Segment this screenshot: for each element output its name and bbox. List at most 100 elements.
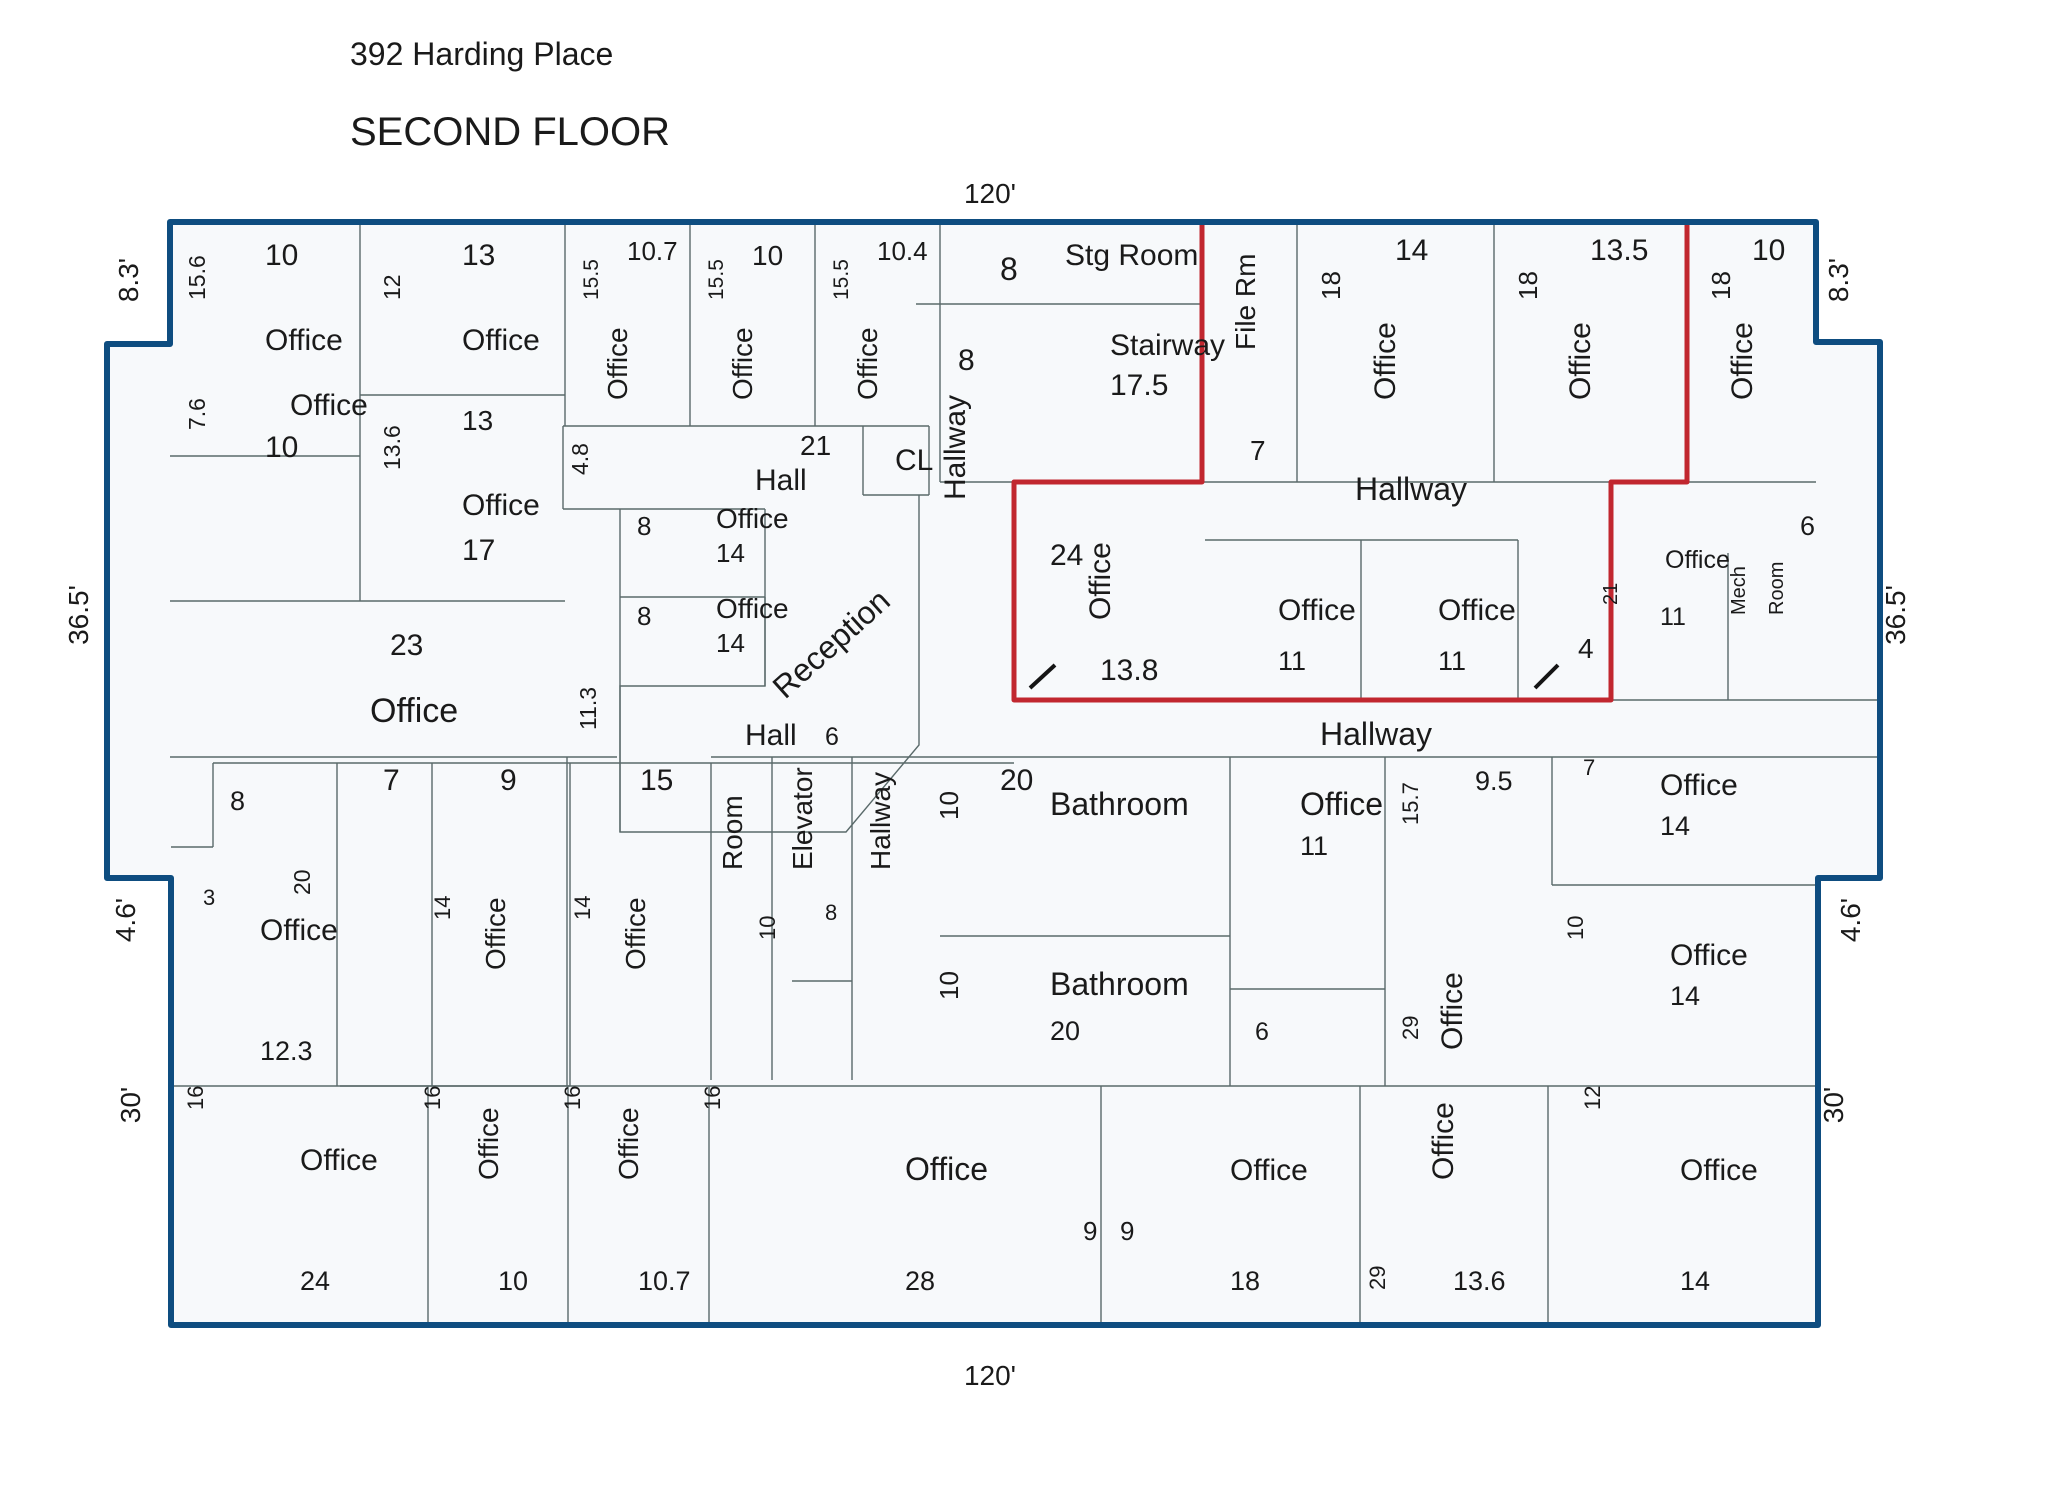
svg-text:15: 15 [640, 764, 673, 797]
svg-text:7.6: 7.6 [184, 398, 210, 430]
svg-text:Office: Office [473, 1107, 504, 1180]
svg-text:13.6: 13.6 [379, 425, 405, 470]
svg-text:24: 24 [1050, 539, 1083, 572]
svg-text:9.5: 9.5 [1475, 766, 1513, 796]
svg-text:30': 30' [115, 1087, 146, 1124]
svg-text:14: 14 [1395, 234, 1428, 267]
svg-text:10.7: 10.7 [627, 236, 678, 266]
svg-text:Office: Office [1660, 769, 1738, 802]
svg-text:10.4: 10.4 [877, 236, 928, 266]
svg-text:13: 13 [462, 405, 493, 436]
svg-text:7: 7 [383, 764, 400, 797]
svg-text:11: 11 [1300, 831, 1328, 861]
svg-text:Office: Office [1438, 594, 1516, 627]
svg-text:12: 12 [1580, 1086, 1605, 1110]
svg-text:7: 7 [1583, 755, 1595, 780]
svg-text:4: 4 [1578, 633, 1594, 664]
svg-text:Office: Office [852, 327, 883, 400]
svg-text:18: 18 [1513, 271, 1543, 300]
svg-text:17.5: 17.5 [1110, 369, 1168, 402]
svg-text:Office: Office [1278, 594, 1356, 627]
svg-text:15.5: 15.5 [705, 259, 728, 300]
svg-text:12.3: 12.3 [260, 1036, 313, 1066]
svg-text:12: 12 [379, 274, 405, 300]
svg-text:3: 3 [203, 885, 215, 910]
svg-text:10: 10 [265, 239, 298, 272]
svg-text:13.5: 13.5 [1590, 234, 1648, 267]
svg-text:28: 28 [905, 1266, 935, 1296]
svg-text:Office: Office [1300, 786, 1383, 822]
svg-text:17: 17 [462, 534, 495, 567]
svg-text:Hallway: Hallway [1320, 716, 1432, 752]
svg-text:Office: Office [462, 324, 540, 357]
svg-text:21: 21 [1600, 583, 1622, 605]
svg-text:36.5': 36.5' [63, 585, 94, 645]
svg-text:Office: Office [1369, 322, 1402, 400]
svg-text:14: 14 [716, 538, 745, 568]
svg-text:23: 23 [390, 629, 423, 662]
svg-text:Hallway: Hallway [1355, 471, 1467, 507]
svg-text:13.6: 13.6 [1453, 1266, 1506, 1296]
svg-text:Office: Office [1084, 542, 1117, 620]
svg-text:9: 9 [1120, 1216, 1134, 1246]
svg-text:Office: Office [1564, 322, 1597, 400]
svg-text:Office: Office [370, 692, 458, 730]
svg-text:9: 9 [500, 764, 517, 797]
svg-text:6: 6 [1800, 511, 1815, 541]
svg-text:15.6: 15.6 [184, 255, 210, 300]
svg-text:36.5': 36.5' [1880, 585, 1911, 645]
svg-text:20: 20 [1000, 764, 1033, 797]
svg-text:Office: Office [1680, 1154, 1758, 1187]
svg-text:6: 6 [825, 723, 839, 751]
svg-text:Room: Room [1766, 562, 1788, 615]
svg-text:10: 10 [265, 431, 298, 464]
svg-text:120': 120' [964, 1360, 1016, 1391]
svg-text:16: 16 [183, 1086, 208, 1110]
svg-text:29: 29 [1365, 1266, 1390, 1290]
svg-text:Bathroom: Bathroom [1050, 966, 1189, 1002]
svg-text:11: 11 [1278, 646, 1306, 676]
svg-text:8: 8 [825, 900, 837, 925]
svg-text:Office: Office [1427, 1102, 1460, 1180]
svg-text:14: 14 [430, 896, 455, 920]
svg-text:11: 11 [1438, 646, 1466, 676]
svg-text:Hallway: Hallway [865, 772, 896, 870]
svg-text:18: 18 [1230, 1266, 1260, 1296]
svg-text:Office: Office [602, 327, 633, 400]
svg-text:Office: Office [620, 897, 651, 970]
svg-text:15.7: 15.7 [1398, 782, 1423, 825]
svg-text:120': 120' [964, 178, 1016, 209]
svg-text:14: 14 [1660, 811, 1690, 841]
svg-text:14: 14 [716, 628, 745, 658]
svg-text:Elevator: Elevator [787, 767, 818, 870]
svg-text:4.8: 4.8 [567, 443, 593, 475]
svg-text:Hall: Hall [755, 464, 807, 497]
svg-text:8: 8 [958, 344, 975, 377]
svg-text:Office: Office [1670, 939, 1748, 972]
svg-text:4.6': 4.6' [110, 898, 141, 942]
svg-text:SECOND FLOOR: SECOND FLOOR [350, 110, 670, 154]
svg-text:10: 10 [1563, 916, 1588, 940]
svg-text:10: 10 [755, 916, 780, 940]
svg-text:4.6': 4.6' [1835, 898, 1866, 942]
svg-text:Office: Office [1230, 1154, 1308, 1187]
svg-text:18: 18 [1316, 271, 1346, 300]
svg-text:CL: CL [895, 444, 933, 477]
svg-text:Office: Office [300, 1144, 378, 1177]
svg-text:Office: Office [290, 389, 368, 422]
svg-text:Office: Office [905, 1151, 988, 1187]
svg-text:14: 14 [570, 896, 595, 920]
svg-text:Office: Office [480, 897, 511, 970]
svg-text:8.3': 8.3' [113, 258, 144, 302]
svg-text:Mech: Mech [1728, 566, 1750, 615]
svg-text:21: 21 [800, 430, 831, 461]
svg-text:9: 9 [1083, 1216, 1097, 1246]
svg-text:13: 13 [462, 239, 495, 272]
svg-text:30': 30' [1818, 1087, 1849, 1124]
svg-text:20: 20 [1050, 1016, 1080, 1046]
svg-text:24: 24 [300, 1266, 330, 1296]
svg-text:Office: Office [727, 327, 758, 400]
svg-text:Stairway: Stairway [1110, 329, 1225, 362]
svg-text:14: 14 [1670, 981, 1700, 1011]
svg-text:Room: Room [717, 795, 748, 870]
